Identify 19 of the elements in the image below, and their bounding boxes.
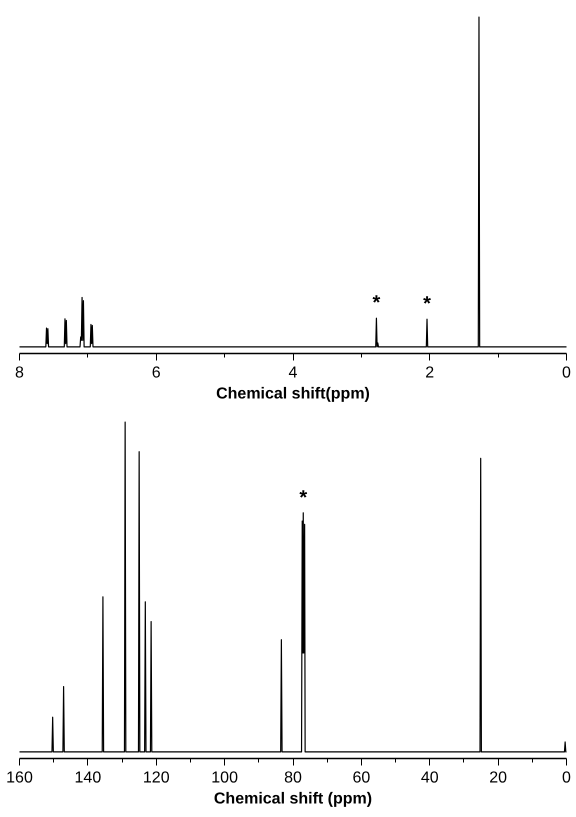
x-tick-label: 140 xyxy=(74,770,102,786)
annotation: * xyxy=(372,292,381,314)
x-tick-label: 60 xyxy=(352,770,370,786)
x-tick-label: 160 xyxy=(6,770,33,786)
x-axis-title: Chemical shift(ppm) xyxy=(216,386,370,402)
x-tick-label: 100 xyxy=(211,770,238,786)
x-tick-label: 0 xyxy=(562,364,572,382)
x-tick-label: 40 xyxy=(420,770,439,786)
annotation: * xyxy=(299,486,308,509)
x-tick-label: 20 xyxy=(489,770,508,786)
x-tick-label: 8 xyxy=(15,364,24,382)
x-tick-label: 6 xyxy=(152,364,161,382)
x-tick-label: 2 xyxy=(425,364,434,382)
x-tick-label: 0 xyxy=(562,770,572,786)
x-tick-label: 4 xyxy=(288,364,298,382)
x-tick-label: 80 xyxy=(284,770,302,786)
x-axis-title: Chemical shift (ppm) xyxy=(214,790,372,808)
annotation: * xyxy=(423,293,432,316)
x-tick-label: 120 xyxy=(142,770,170,786)
